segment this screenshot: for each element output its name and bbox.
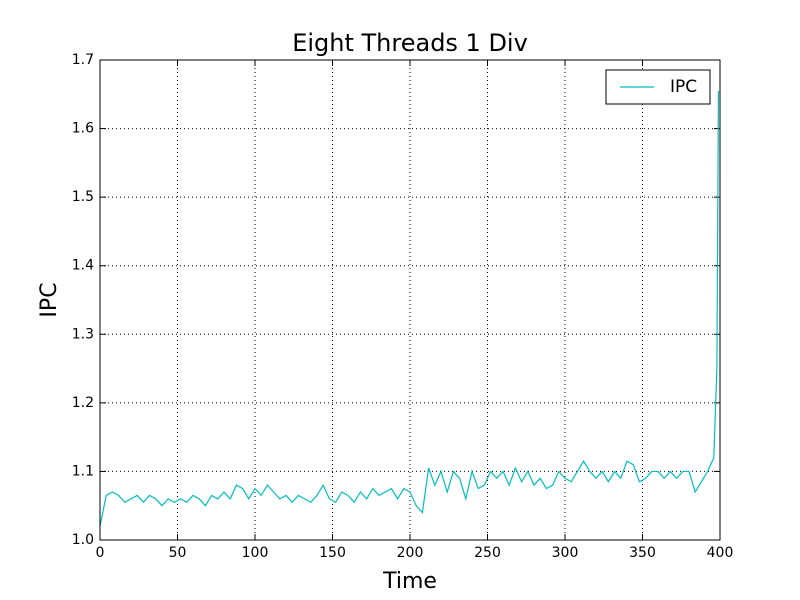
x-tick-label: 50 xyxy=(169,545,187,561)
y-tick-label: 1.6 xyxy=(72,121,94,137)
x-tick-label: 350 xyxy=(629,545,656,561)
y-tick-label: 1.5 xyxy=(72,189,94,205)
chart-title: Eight Threads 1 Div xyxy=(292,29,528,57)
x-tick-label: 150 xyxy=(319,545,346,561)
plot-frame xyxy=(99,59,721,541)
x-tick-label: 0 xyxy=(96,545,105,561)
x-tick-label: 200 xyxy=(397,545,424,561)
y-tick-label: 1.4 xyxy=(72,258,94,274)
data-line xyxy=(99,90,720,527)
y-tick-label: 1.3 xyxy=(72,326,94,342)
y-tick-label: 1.7 xyxy=(72,52,94,68)
x-tick-label: 400 xyxy=(707,545,734,561)
x-tick-label: 100 xyxy=(242,545,269,561)
y-tick-label: 1.0 xyxy=(72,532,94,548)
x-tick-label: 250 xyxy=(474,545,501,561)
legend-label: IPC xyxy=(670,77,697,97)
y-tick-label: 1.2 xyxy=(72,395,94,411)
x-axis-label: Time xyxy=(382,569,437,594)
x-tick-label: 300 xyxy=(552,545,579,561)
y-axis-label: IPC xyxy=(37,282,62,317)
y-tick-label: 1.1 xyxy=(72,463,94,479)
